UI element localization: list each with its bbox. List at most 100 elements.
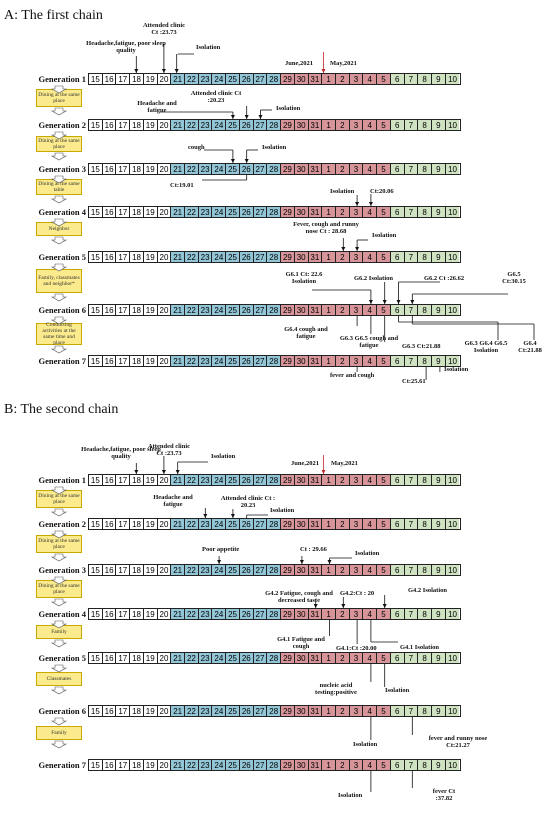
chain-b-timeline-row: 15 16 17 18 19 20 21 22 23 24 25 26 27 28 29 30 31 1 2 3 4 5 6… bbox=[88, 518, 461, 530]
day-cell: 18 bbox=[130, 164, 144, 174]
day-cell: 18 bbox=[130, 305, 144, 315]
day-cell: 30 bbox=[294, 74, 309, 84]
day-cell: 30 bbox=[294, 565, 309, 575]
day-cell: 5 bbox=[377, 760, 391, 770]
day-cell: 30 bbox=[294, 519, 309, 529]
day-cell: 9 bbox=[431, 653, 446, 663]
day-cell: 28 bbox=[267, 74, 282, 84]
day-cell: 8 bbox=[418, 356, 432, 366]
day-cell: 3 bbox=[349, 565, 364, 575]
day-cell: 5 bbox=[377, 74, 391, 84]
day-cell: 5 bbox=[377, 519, 391, 529]
day-cell: 23 bbox=[198, 475, 213, 485]
day-cell: 27 bbox=[253, 252, 268, 262]
day-cell: 4 bbox=[363, 475, 378, 485]
day-cell: 18 bbox=[130, 252, 144, 262]
day-cell: 21 bbox=[171, 207, 186, 217]
day-cell: 30 bbox=[294, 706, 309, 716]
day-cell: 24 bbox=[212, 252, 227, 262]
chain-b-transmission-link: Dining at the same place bbox=[36, 580, 82, 598]
day-cell: 9 bbox=[431, 74, 446, 84]
day-cell: 9 bbox=[431, 252, 446, 262]
day-cell: 27 bbox=[253, 475, 268, 485]
day-cell: 8 bbox=[418, 207, 432, 217]
day-cell: 29 bbox=[281, 519, 295, 529]
day-cell: 7 bbox=[404, 609, 419, 619]
day-cell: 27 bbox=[253, 305, 268, 315]
chain-a-timeline-row: 15 16 17 18 19 20 21 22 23 24 25 26 27 28 29 30 31 1 2 3 4 5 6… bbox=[88, 251, 461, 263]
day-cell: 31 bbox=[308, 164, 323, 174]
day-cell: 31 bbox=[308, 653, 323, 663]
day-cell: 2 bbox=[335, 164, 350, 174]
day-cell: 18 bbox=[130, 74, 144, 84]
day-cell: 2 bbox=[335, 565, 350, 575]
day-cell: 30 bbox=[294, 356, 309, 366]
chain-b-transmission-link: Classmates bbox=[36, 672, 82, 686]
a-g4-ct: Ct:20.06 bbox=[370, 188, 394, 195]
day-cell: 25 bbox=[226, 565, 240, 575]
b-g2-clinic: Attended clinic Ct : 20.23 bbox=[220, 495, 276, 510]
day-cell: 10 bbox=[445, 565, 460, 575]
day-cell: 24 bbox=[212, 120, 227, 130]
day-cell: 20 bbox=[157, 475, 172, 485]
day-cell: 9 bbox=[431, 760, 446, 770]
b-g7-symptoms: fever Ct :37.82 bbox=[432, 788, 456, 803]
day-cell: 29 bbox=[281, 356, 295, 366]
day-cell: 21 bbox=[171, 760, 186, 770]
a-g3-symptoms: cough bbox=[188, 144, 205, 151]
day-cell: 8 bbox=[418, 475, 432, 485]
day-cell: 23 bbox=[198, 164, 213, 174]
day-cell: 29 bbox=[281, 207, 295, 217]
day-cell: 2 bbox=[335, 305, 350, 315]
day-cell: 18 bbox=[130, 706, 144, 716]
day-cell: 24 bbox=[212, 356, 227, 366]
day-cell: 4 bbox=[363, 519, 378, 529]
day-cell: 29 bbox=[281, 164, 295, 174]
chain-a-timeline-row: 15 16 17 18 19 20 21 22 23 24 25 26 27 28 29 30 31 1 2 3 4 5 6… bbox=[88, 163, 461, 175]
day-cell: 24 bbox=[212, 207, 227, 217]
a-may-label: May,2021 bbox=[330, 60, 357, 67]
day-cell: 18 bbox=[130, 653, 144, 663]
day-cell: 30 bbox=[294, 760, 309, 770]
day-cell: 21 bbox=[171, 120, 186, 130]
day-cell: 16 bbox=[102, 760, 117, 770]
day-cell: 30 bbox=[294, 164, 309, 174]
day-cell: 10 bbox=[445, 164, 460, 174]
day-cell: 6 bbox=[390, 207, 405, 217]
day-cell: 28 bbox=[267, 760, 282, 770]
day-cell: 26 bbox=[239, 609, 254, 619]
day-cell: 25 bbox=[226, 519, 240, 529]
day-cell: 25 bbox=[226, 609, 240, 619]
day-cell: 8 bbox=[418, 519, 432, 529]
b-may-label: May,2021 bbox=[331, 460, 358, 467]
day-cell: 28 bbox=[267, 252, 282, 262]
day-cell: 1 bbox=[322, 356, 336, 366]
day-cell: 15 bbox=[89, 356, 103, 366]
day-cell: 4 bbox=[363, 565, 378, 575]
day-cell: 21 bbox=[171, 565, 186, 575]
day-cell: 20 bbox=[157, 356, 172, 366]
day-cell: 10 bbox=[445, 356, 460, 366]
day-cell: 2 bbox=[335, 356, 350, 366]
day-cell: 2 bbox=[335, 609, 350, 619]
b-g1-clinic: Attended clinic Ct :23.73 bbox=[147, 443, 191, 458]
day-cell: 8 bbox=[418, 305, 432, 315]
day-cell: 1 bbox=[322, 207, 336, 217]
day-cell: 28 bbox=[267, 706, 282, 716]
day-cell: 23 bbox=[198, 252, 213, 262]
day-cell: 2 bbox=[335, 653, 350, 663]
day-cell: 31 bbox=[308, 207, 323, 217]
b-g4-1-isolation: G4.1 Isolation bbox=[400, 644, 440, 651]
day-cell: 6 bbox=[390, 164, 405, 174]
day-cell: 25 bbox=[226, 356, 240, 366]
day-cell: 22 bbox=[185, 305, 199, 315]
day-cell: 10 bbox=[445, 305, 460, 315]
day-cell: 16 bbox=[102, 706, 117, 716]
day-cell: 29 bbox=[281, 475, 295, 485]
chain-b-timeline-row: 15 16 17 18 19 20 21 22 23 24 25 26 27 28 29 30 31 1 2 3 4 5 6… bbox=[88, 759, 461, 771]
chain-a-transmission-link: Dining at the same place bbox=[36, 136, 82, 152]
day-cell: 3 bbox=[349, 252, 364, 262]
day-cell: 22 bbox=[185, 74, 199, 84]
day-cell: 8 bbox=[418, 252, 432, 262]
